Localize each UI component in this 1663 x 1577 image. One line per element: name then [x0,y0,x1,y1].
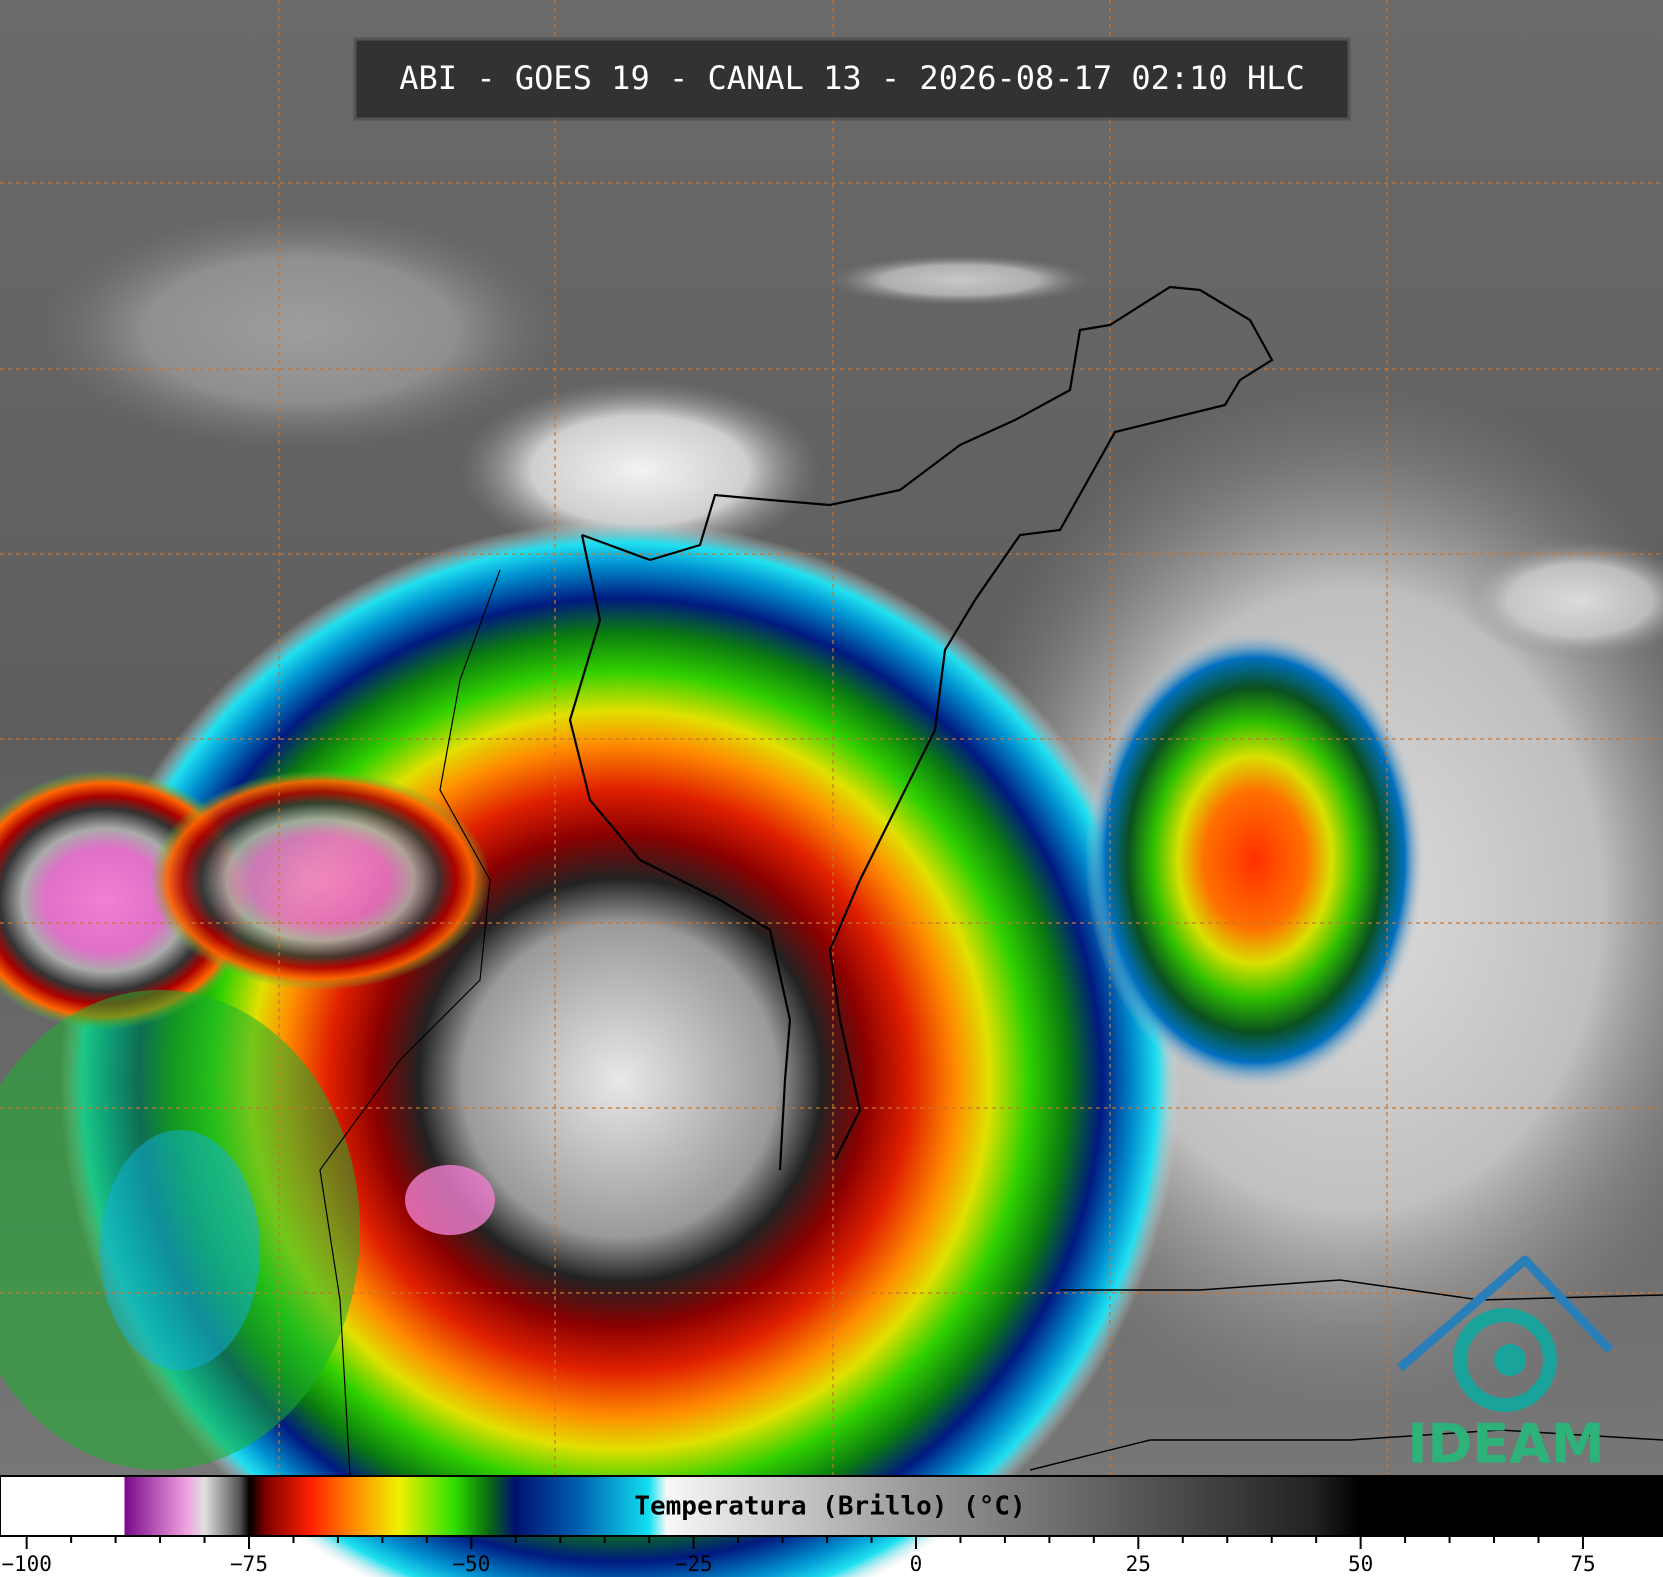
tick-label: −25 [675,1552,713,1576]
colorbar: Temperatura (Brillo) (°C) [0,1475,1663,1537]
tick-label: −100 [1,1552,52,1576]
borders [319,285,1663,1477]
tick-label: 25 [1126,1552,1151,1576]
tick-label: −50 [452,1552,490,1576]
tick-label: 75 [1570,1552,1595,1576]
title: ABI - GOES 19 - CANAL 13 - 2026-08-17 02… [399,59,1304,97]
colorbar-label: Temperatura (Brillo) (°C) [634,1492,1025,1522]
tick-label: 50 [1348,1552,1373,1576]
logo-text: IDEAM [1407,1413,1604,1476]
tick-label: −75 [230,1552,268,1576]
tick-label: 0 [910,1552,923,1576]
logo: IDEAM [1397,1255,1614,1476]
graticule [0,0,1663,1476]
title-box: ABI - GOES 19 - CANAL 13 - 2026-08-17 02… [353,37,1351,121]
